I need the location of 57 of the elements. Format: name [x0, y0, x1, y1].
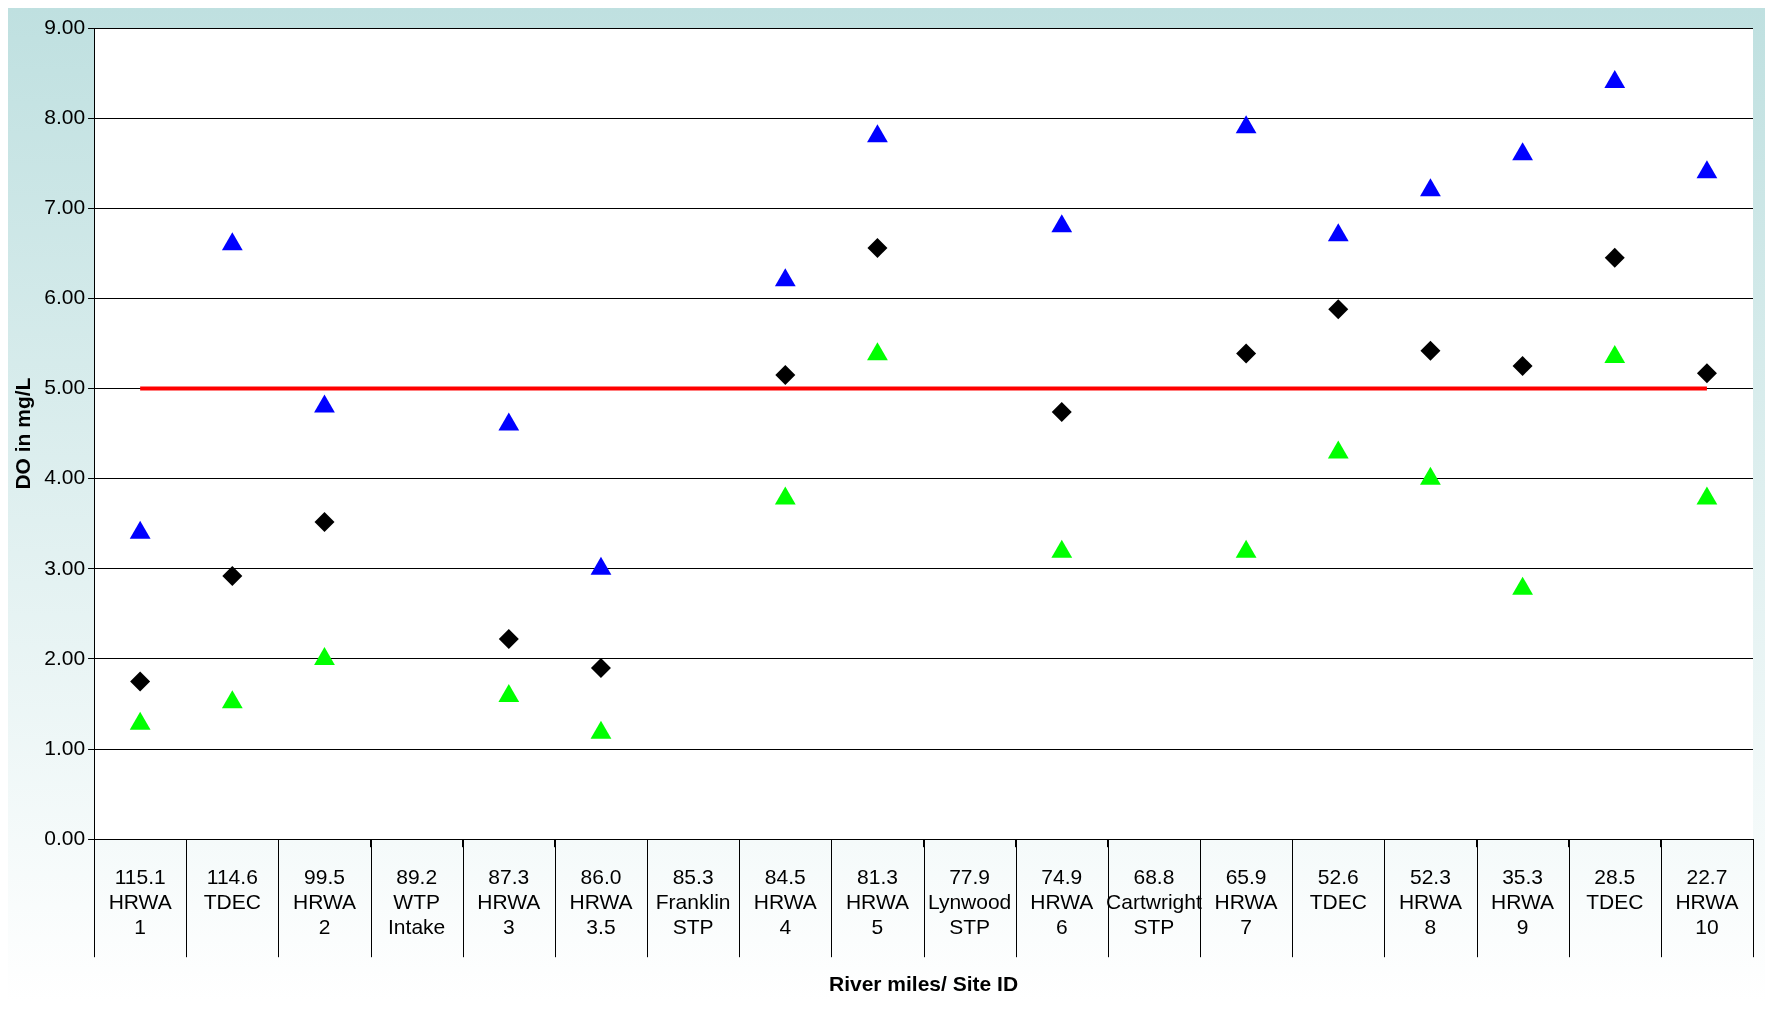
point [867, 342, 888, 361]
point [498, 412, 520, 431]
x-axis-title: River miles/ Site ID [828, 972, 1019, 996]
x-tick-label: 99.5 HRWA 2 [292, 864, 356, 938]
y-tick-label: 6.00 [44, 285, 86, 309]
point [590, 720, 612, 739]
point [1604, 70, 1626, 89]
point [1604, 344, 1626, 363]
x-tick-label: 77.9 Lynwood STP [927, 864, 1012, 938]
x-tick-label: 84.5 HRWA 4 [753, 864, 817, 938]
point [1235, 539, 1257, 558]
point [314, 394, 335, 413]
y-axis-title: DO in mg/L [11, 377, 35, 490]
x-tick-label: 86.0 HRWA 3.5 [569, 864, 633, 938]
x-tick-label: 35.3 HRWA 9 [1491, 864, 1555, 938]
x-tick-label: 28.5 TDEC [1586, 864, 1644, 913]
point [1420, 178, 1441, 197]
point [1051, 214, 1073, 233]
point [774, 486, 796, 505]
y-tick-label: 1.00 [44, 735, 86, 759]
point [1235, 115, 1257, 134]
y-tick-label: 2.00 [44, 645, 86, 669]
point [1327, 440, 1349, 459]
point [129, 711, 151, 730]
y-tick-label: 8.00 [44, 104, 86, 128]
x-tick-label: 52.3 HRWA 8 [1398, 864, 1462, 938]
point [774, 268, 796, 287]
x-tick-label: 87.3 HRWA 3 [477, 864, 541, 938]
y-tick-label: 7.00 [44, 195, 86, 219]
x-tick-label: 22.7 HRWA 10 [1675, 864, 1739, 938]
point [1512, 576, 1533, 595]
x-tick-label: 65.9 HRWA 7 [1214, 864, 1278, 938]
y-tick-label: 4.00 [44, 465, 86, 489]
x-tick-label: 115.1 HRWA 1 [108, 864, 172, 938]
point [221, 232, 243, 251]
point [1512, 142, 1533, 161]
point [129, 520, 151, 539]
point [1051, 539, 1073, 558]
point [498, 683, 520, 702]
y-tick-label: 9.00 [44, 14, 86, 38]
y-tick-label: 0.00 [44, 826, 86, 849]
x-tick-label: 114.6 TDEC [203, 864, 261, 913]
y-tick-label: 5.00 [44, 375, 86, 399]
point [1696, 160, 1718, 179]
x-tick-label: 89.2 WTP Intake [388, 864, 446, 938]
x-tick-label: 52.6 TDEC [1309, 864, 1367, 913]
point [314, 646, 335, 665]
x-tick-label: 74.9 HRWA 6 [1030, 864, 1094, 938]
point [867, 124, 888, 143]
point [221, 690, 243, 709]
point [1420, 466, 1441, 485]
y-tick-label: 3.00 [44, 555, 86, 579]
point [1327, 223, 1349, 242]
x-tick-label: 85.3 Franklin STP [655, 864, 731, 938]
x-tick-label: 81.3 HRWA 5 [845, 864, 909, 938]
point [1696, 486, 1718, 505]
point [590, 556, 612, 575]
